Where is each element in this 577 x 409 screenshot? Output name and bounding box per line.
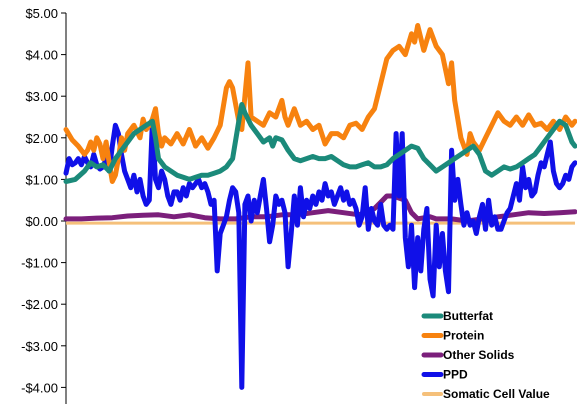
y-tick-label: $2.00 (25, 131, 58, 146)
y-tick-label: $4.00 (25, 48, 58, 63)
series-line-ppd (63, 118, 577, 390)
series-line-protein (63, 23, 577, 184)
series-line-butterfat (63, 102, 577, 184)
legend-label-other-solids: Other Solids (443, 348, 515, 362)
y-tick-label: -$3.00 (21, 339, 58, 354)
y-tick-label: -$4.00 (21, 380, 58, 395)
y-tick-label: -$1.00 (21, 256, 58, 271)
y-tick-label: $1.00 (25, 172, 58, 187)
series-layer (63, 23, 577, 390)
y-tick-label: $0.00 (25, 214, 58, 229)
legend-label-butterfat: Butterfat (443, 309, 493, 323)
legend-label-ppd: PPD (443, 368, 468, 382)
y-tick-label: $3.00 (25, 89, 58, 104)
legend-label-somatic-cell-value: Somatic Cell Value (443, 387, 550, 401)
y-tick-label: $5.00 (25, 6, 58, 21)
y-axis: $5.00 $4.00 $3.00 $2.00 $1.00 $0.00 -$1.00 -$2.… (21, 6, 67, 404)
y-tick-label: -$2.00 (21, 297, 58, 312)
legend-label-protein: Protein (443, 329, 484, 343)
legend: Butterfat Protein Other Solids PPD Somatic C… (421, 309, 550, 401)
